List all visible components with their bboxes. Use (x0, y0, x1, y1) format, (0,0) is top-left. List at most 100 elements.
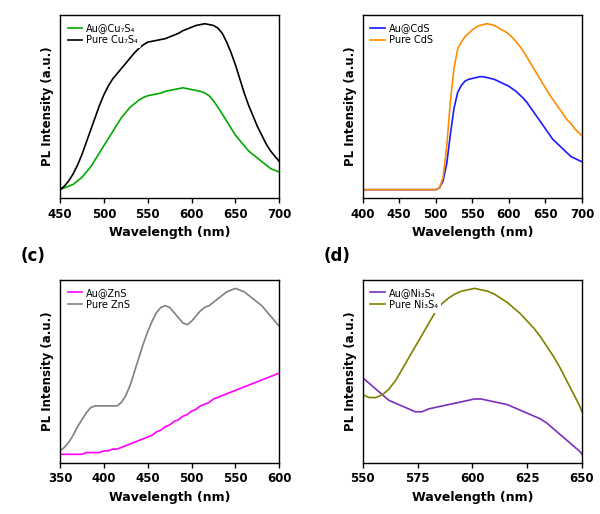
Au@Ni₃S₄ (544, 420, 551, 426)
Au@Cu₇S₄ (122, 109, 130, 116)
Pure Ni₃S₄ (405, 355, 412, 361)
Au@Ni₃S₄ (431, 405, 439, 411)
Pure CdS (359, 187, 366, 193)
Pure Ni₃S₄ (359, 392, 366, 398)
Au@Ni₃S₄ (497, 400, 505, 407)
Au@Ni₃S₄ (372, 386, 379, 392)
Line: Pure ZnS: Pure ZnS (60, 288, 280, 451)
Pure Ni₃S₄ (530, 325, 538, 331)
Au@ZnS (271, 372, 278, 378)
Pure ZnS (276, 323, 283, 329)
Au@Ni₃S₄ (517, 407, 524, 413)
Pure Ni₃S₄ (484, 288, 491, 295)
Au@CdS (578, 159, 586, 165)
Au@CdS (476, 74, 483, 80)
Au@Ni₃S₄ (484, 397, 491, 403)
X-axis label: Wavelength (nm): Wavelength (nm) (412, 226, 533, 239)
Au@Ni₃S₄ (398, 403, 406, 409)
Pure ZnS (201, 304, 208, 310)
Pure Ni₃S₄ (464, 287, 472, 293)
Pure Ni₃S₄ (556, 365, 563, 371)
Pure CdS (553, 101, 560, 107)
Line: Pure CdS: Pure CdS (362, 24, 582, 190)
Pure Ni₃S₄ (365, 394, 373, 400)
Pure Ni₃S₄ (497, 295, 505, 301)
Text: (d): (d) (323, 247, 350, 265)
Pure Ni₃S₄ (392, 377, 399, 383)
Pure Ni₃S₄ (431, 309, 439, 316)
Text: (b): (b) (323, 0, 350, 1)
Pure Cu₇S₄ (201, 21, 208, 27)
Pure Ni₃S₄ (418, 332, 425, 338)
Au@Ni₃S₄ (451, 400, 458, 407)
Au@Ni₃S₄ (405, 406, 412, 412)
Pure Ni₃S₄ (517, 311, 524, 317)
Y-axis label: PL Intensity (a.u.): PL Intensity (a.u.) (344, 47, 357, 167)
Pure Ni₃S₄ (478, 287, 485, 293)
Line: Au@CdS: Au@CdS (362, 77, 582, 190)
X-axis label: Wavelength (nm): Wavelength (nm) (109, 226, 230, 239)
Line: Pure Cu₇S₄: Pure Cu₇S₄ (60, 24, 280, 190)
Au@Ni₃S₄ (563, 437, 570, 443)
Au@CdS (436, 185, 443, 191)
Pure CdS (484, 21, 491, 27)
Pure Cu₇S₄ (271, 153, 278, 159)
Pure CdS (403, 187, 410, 193)
Au@Ni₃S₄ (392, 400, 399, 407)
Au@Cu₇S₄ (271, 167, 278, 173)
Au@Ni₃S₄ (471, 396, 478, 402)
Pure Ni₃S₄ (412, 343, 419, 350)
Au@ZnS (276, 370, 283, 376)
Au@Ni₃S₄ (425, 406, 432, 412)
Au@Ni₃S₄ (458, 399, 465, 405)
Au@Ni₃S₄ (412, 409, 419, 415)
Au@Ni₃S₄ (524, 410, 531, 416)
Pure CdS (436, 185, 443, 191)
Au@CdS (494, 78, 502, 84)
Au@CdS (410, 187, 418, 193)
Text: (c): (c) (20, 247, 46, 265)
Pure CdS (494, 24, 502, 30)
Au@Ni₃S₄ (438, 403, 445, 409)
Pure Ni₃S₄ (550, 353, 557, 359)
Pure Cu₇S₄ (127, 55, 134, 61)
Pure Cu₇S₄ (276, 158, 283, 164)
Pure Ni₃S₄ (491, 291, 498, 297)
Au@Ni₃S₄ (569, 443, 577, 449)
Au@Cu₇S₄ (276, 169, 283, 175)
Au@Ni₃S₄ (359, 375, 366, 381)
Legend: Au@CdS, Pure CdS: Au@CdS, Pure CdS (368, 20, 436, 48)
Text: (a): (a) (20, 0, 47, 1)
Au@ZnS (127, 441, 134, 447)
Pure ZnS (104, 403, 112, 409)
Pure Ni₃S₄ (385, 386, 392, 392)
Pure Ni₃S₄ (537, 334, 544, 340)
Pure ZnS (214, 296, 221, 302)
Au@ZnS (214, 394, 221, 400)
Pure Ni₃S₄ (563, 377, 570, 383)
Au@Ni₃S₄ (379, 392, 386, 398)
Pure ZnS (127, 382, 134, 388)
Pure ZnS (232, 285, 239, 291)
Line: Au@ZnS: Au@ZnS (60, 373, 280, 454)
Au@Cu₇S₄ (219, 111, 226, 117)
Line: Pure Ni₃S₄: Pure Ni₃S₄ (362, 288, 582, 412)
Pure Ni₃S₄ (524, 318, 531, 324)
Au@ZnS (201, 401, 208, 407)
Pure Cu₇S₄ (206, 22, 213, 28)
Pure Cu₇S₄ (104, 83, 112, 89)
Pure Ni₃S₄ (511, 305, 518, 311)
Pure Ni₃S₄ (504, 300, 511, 306)
Au@Cu₇S₄ (104, 136, 112, 142)
Legend: Au@Cu₇S₄, Pure Cu₇S₄: Au@Cu₇S₄, Pure Cu₇S₄ (65, 20, 141, 48)
Pure Ni₃S₄ (576, 403, 583, 409)
Au@CdS (403, 187, 410, 193)
Line: Au@Cu₇S₄: Au@Cu₇S₄ (60, 88, 280, 190)
Au@Ni₃S₄ (550, 426, 557, 432)
Pure Ni₃S₄ (458, 288, 465, 295)
Au@Ni₃S₄ (504, 401, 511, 408)
Pure CdS (410, 187, 418, 193)
Au@ZnS (122, 443, 130, 449)
Au@Ni₃S₄ (530, 413, 538, 419)
Au@Cu₇S₄ (56, 187, 64, 193)
